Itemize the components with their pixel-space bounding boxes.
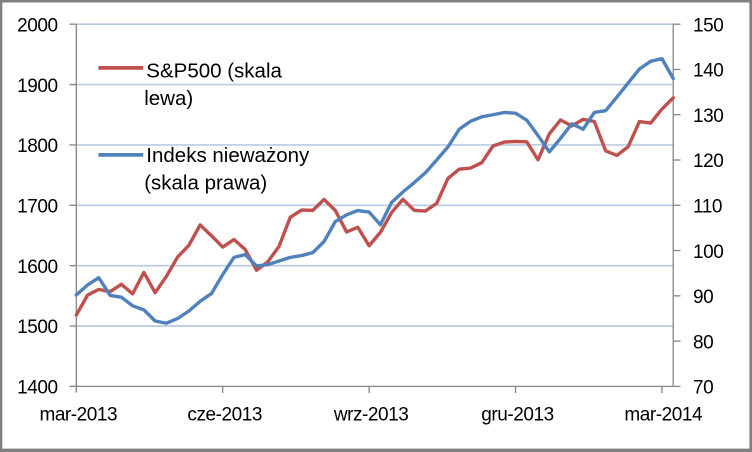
svg-text:70: 70 bbox=[693, 378, 713, 399]
svg-text:90: 90 bbox=[693, 287, 713, 308]
svg-text:cze-2013: cze-2013 bbox=[187, 405, 262, 426]
svg-text:80: 80 bbox=[693, 332, 713, 353]
svg-text:150: 150 bbox=[693, 15, 723, 36]
svg-text:mar-2014: mar-2014 bbox=[624, 405, 703, 426]
svg-text:(skala prawa): (skala prawa) bbox=[144, 171, 267, 194]
svg-text:100: 100 bbox=[693, 242, 723, 263]
svg-text:gru-2013: gru-2013 bbox=[481, 405, 553, 426]
svg-text:1700: 1700 bbox=[17, 197, 57, 218]
svg-text:110: 110 bbox=[693, 197, 722, 218]
svg-text:120: 120 bbox=[693, 151, 723, 172]
svg-text:S&P500 (skala: S&P500 (skala bbox=[146, 60, 282, 83]
svg-text:130: 130 bbox=[693, 106, 723, 127]
svg-text:lewa): lewa) bbox=[144, 87, 193, 110]
svg-text:2000: 2000 bbox=[17, 15, 57, 36]
svg-text:1500: 1500 bbox=[17, 317, 57, 338]
svg-text:1400: 1400 bbox=[17, 378, 57, 399]
svg-text:1800: 1800 bbox=[17, 136, 57, 157]
svg-text:140: 140 bbox=[693, 61, 723, 82]
svg-text:1600: 1600 bbox=[17, 257, 57, 278]
svg-text:mar-2013: mar-2013 bbox=[39, 405, 117, 426]
svg-text:Indeks nieważony: Indeks nieważony bbox=[146, 144, 310, 167]
svg-text:1900: 1900 bbox=[17, 76, 57, 97]
svg-text:wrz-2013: wrz-2013 bbox=[333, 405, 409, 426]
